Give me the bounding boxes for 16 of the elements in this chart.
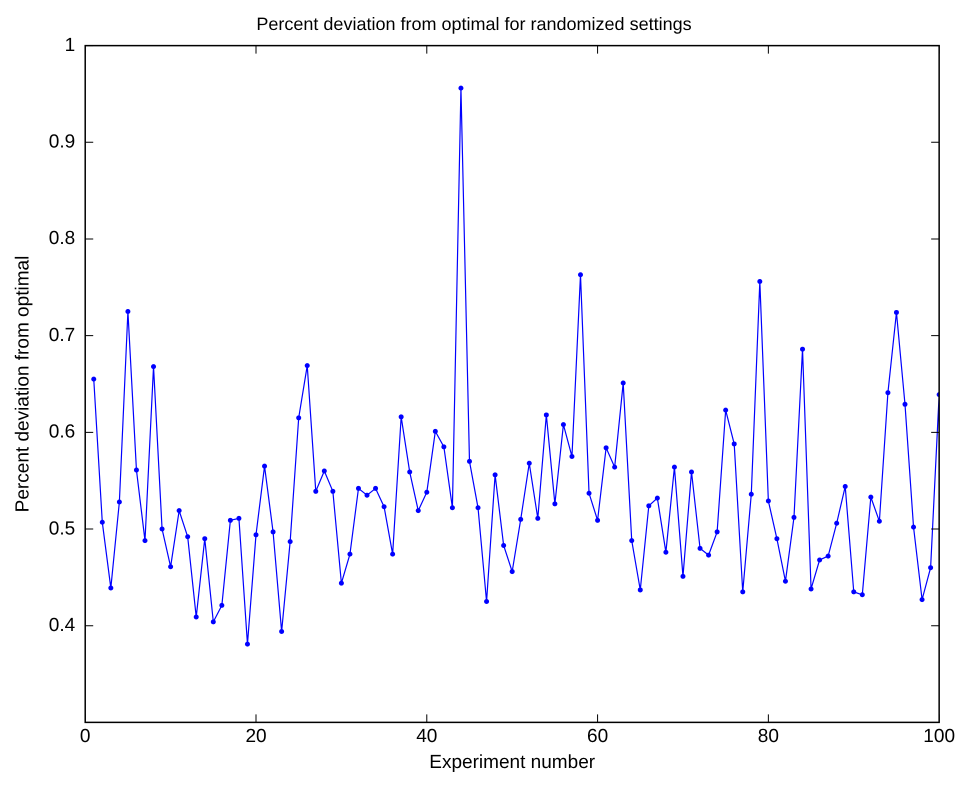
x-axis-title: Experiment number xyxy=(429,752,596,773)
x-tick-label: 60 xyxy=(587,726,608,748)
y-tick-label: 0.7 xyxy=(48,324,76,346)
y-tick-label: 0.4 xyxy=(48,614,76,636)
y-tick-label: 1 xyxy=(64,34,76,56)
x-tick-label: 0 xyxy=(80,726,90,748)
y-axis-title: Percent deviation from optimal xyxy=(12,256,34,512)
y-tick-label: 0.8 xyxy=(48,228,76,250)
y-tick-label: 0.5 xyxy=(48,518,76,540)
y-tick-label: 0.6 xyxy=(48,422,76,443)
x-tick-label: 40 xyxy=(416,726,438,748)
x-tick-label: 100 xyxy=(923,726,955,748)
y-tick-label: 0.9 xyxy=(48,132,76,153)
x-tick-label: 20 xyxy=(245,726,267,748)
chart-title: Percent deviation from optimal for randomized settings xyxy=(256,14,692,34)
x-tick-label: 80 xyxy=(758,726,779,748)
